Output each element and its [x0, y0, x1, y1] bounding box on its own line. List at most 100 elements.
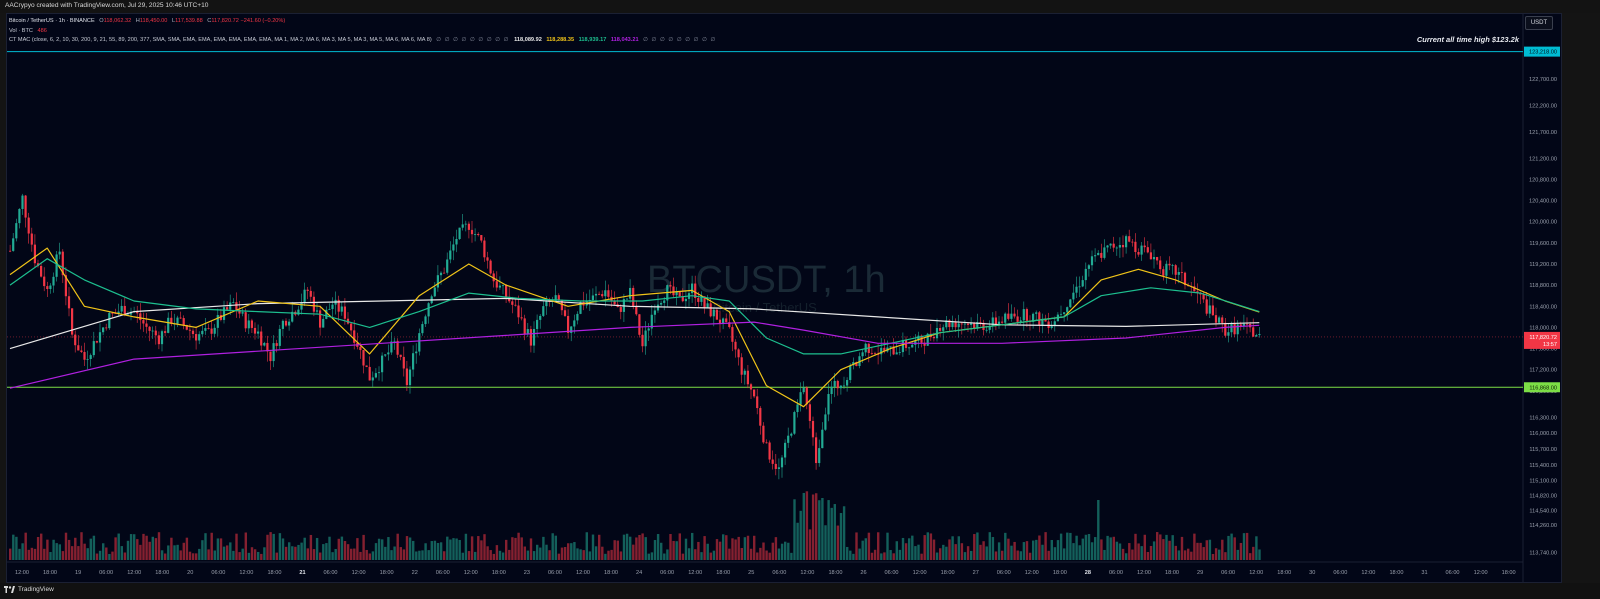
candle-body[interactable] [1211, 305, 1214, 316]
candle-body[interactable] [455, 238, 458, 245]
candle-body[interactable] [148, 326, 151, 331]
candle-body[interactable] [1239, 324, 1242, 326]
candle-body[interactable] [644, 330, 647, 347]
candle-body[interactable] [1180, 272, 1183, 273]
candle-body[interactable] [997, 321, 1001, 325]
candle-body[interactable] [325, 309, 328, 319]
candle-body[interactable] [563, 310, 567, 316]
candle-body[interactable] [1193, 286, 1196, 292]
candle-body[interactable] [1140, 245, 1143, 255]
price-chart[interactable]: 122,700.00 122,200.00 121,700.00 121,200.00… [7, 14, 1561, 582]
candle-body[interactable] [1255, 335, 1258, 337]
candle-body[interactable] [1115, 247, 1118, 249]
candle-body[interactable] [892, 346, 895, 355]
candle-body[interactable] [492, 273, 495, 282]
candle-body[interactable] [1010, 313, 1013, 319]
candle-body[interactable] [1069, 299, 1072, 308]
candle-body[interactable] [737, 349, 740, 358]
candle-body[interactable] [49, 285, 52, 290]
candle-body[interactable] [815, 437, 818, 464]
candle-body[interactable] [1100, 252, 1103, 258]
candle-body[interactable] [777, 467, 780, 469]
candle-body[interactable] [1146, 247, 1149, 253]
candle-body[interactable] [58, 251, 61, 255]
candle-body[interactable] [340, 306, 343, 312]
candle-body[interactable] [1084, 268, 1087, 281]
candle-body[interactable] [1134, 241, 1137, 253]
candle-body[interactable] [467, 223, 470, 230]
ma-settings-icon[interactable]: ∅ ∅ ∅ ∅ ∅ ∅ ∅ ∅ ∅ [436, 37, 510, 43]
candle-body[interactable] [740, 357, 743, 375]
candle-body[interactable] [694, 283, 697, 299]
candle-body[interactable] [322, 318, 325, 328]
candle-body[interactable] [824, 414, 827, 430]
candle-body[interactable] [532, 328, 536, 346]
candle-body[interactable] [368, 366, 371, 381]
candle-body[interactable] [653, 310, 656, 315]
candle-body[interactable] [991, 317, 994, 327]
candle-body[interactable] [545, 300, 548, 307]
candle-body[interactable] [474, 234, 477, 235]
candle-body[interactable] [1022, 309, 1025, 321]
candle-body[interactable] [427, 303, 430, 317]
candle-body[interactable] [405, 368, 408, 386]
candle-body[interactable] [226, 307, 229, 310]
candle-body[interactable] [52, 276, 55, 286]
candle-body[interactable] [393, 340, 396, 342]
candle-body[interactable] [253, 327, 257, 334]
candle-body[interactable] [818, 448, 821, 464]
candle-body[interactable] [697, 298, 700, 302]
candle-body[interactable] [95, 341, 98, 343]
candle-body[interactable] [846, 380, 849, 386]
candle-body[interactable] [1025, 309, 1028, 321]
candle-body[interactable] [663, 300, 666, 303]
candle-body[interactable] [64, 275, 67, 297]
candle-body[interactable] [523, 318, 526, 334]
candle-body[interactable] [1044, 318, 1047, 322]
candle-body[interactable] [98, 332, 102, 343]
candle-body[interactable] [573, 320, 576, 327]
candle-body[interactable] [1106, 245, 1109, 248]
candle-body[interactable] [554, 295, 557, 302]
candle-body[interactable] [145, 323, 148, 327]
candle-body[interactable] [1090, 256, 1094, 266]
candle-body[interactable] [1227, 332, 1230, 336]
currency-button[interactable]: USDT [1525, 16, 1553, 30]
candle-body[interactable] [1035, 312, 1038, 314]
candle-body[interactable] [703, 296, 706, 308]
candle-body[interactable] [517, 305, 520, 318]
candle-body[interactable] [749, 384, 753, 390]
candle-body[interactable] [855, 362, 858, 366]
candle-body[interactable] [908, 347, 911, 349]
candle-body[interactable] [594, 293, 598, 296]
candle-body[interactable] [784, 442, 787, 458]
candle-body[interactable] [136, 311, 139, 314]
candle-body[interactable] [250, 320, 253, 328]
candle-body[interactable] [889, 346, 892, 348]
candle-body[interactable] [1128, 236, 1131, 242]
candle-body[interactable] [157, 335, 160, 345]
candle-body[interactable] [830, 386, 833, 395]
candle-body[interactable] [381, 355, 384, 373]
candle-body[interactable] [458, 227, 461, 239]
candle-body[interactable] [560, 299, 563, 311]
candle-body[interactable] [1047, 321, 1050, 328]
candle-body[interactable] [21, 195, 24, 209]
candle-body[interactable] [759, 408, 762, 426]
candle-body[interactable] [204, 328, 207, 331]
candle-body[interactable] [979, 322, 982, 323]
candle-body[interactable] [384, 354, 387, 356]
candle-body[interactable] [945, 320, 948, 328]
candle-body[interactable] [260, 331, 263, 346]
volume-row[interactable]: Vol · BTC 486 [9, 27, 716, 37]
candle-body[interactable] [715, 309, 718, 320]
candle-body[interactable] [86, 359, 89, 360]
candle-body[interactable] [1118, 245, 1121, 248]
candle-body[interactable] [350, 323, 353, 331]
candle-body[interactable] [1103, 247, 1106, 258]
candle-body[interactable] [139, 313, 142, 321]
candle-body[interactable] [464, 223, 467, 225]
candle-body[interactable] [514, 304, 517, 306]
candle-body[interactable] [604, 290, 607, 297]
candle-body[interactable] [725, 318, 728, 323]
